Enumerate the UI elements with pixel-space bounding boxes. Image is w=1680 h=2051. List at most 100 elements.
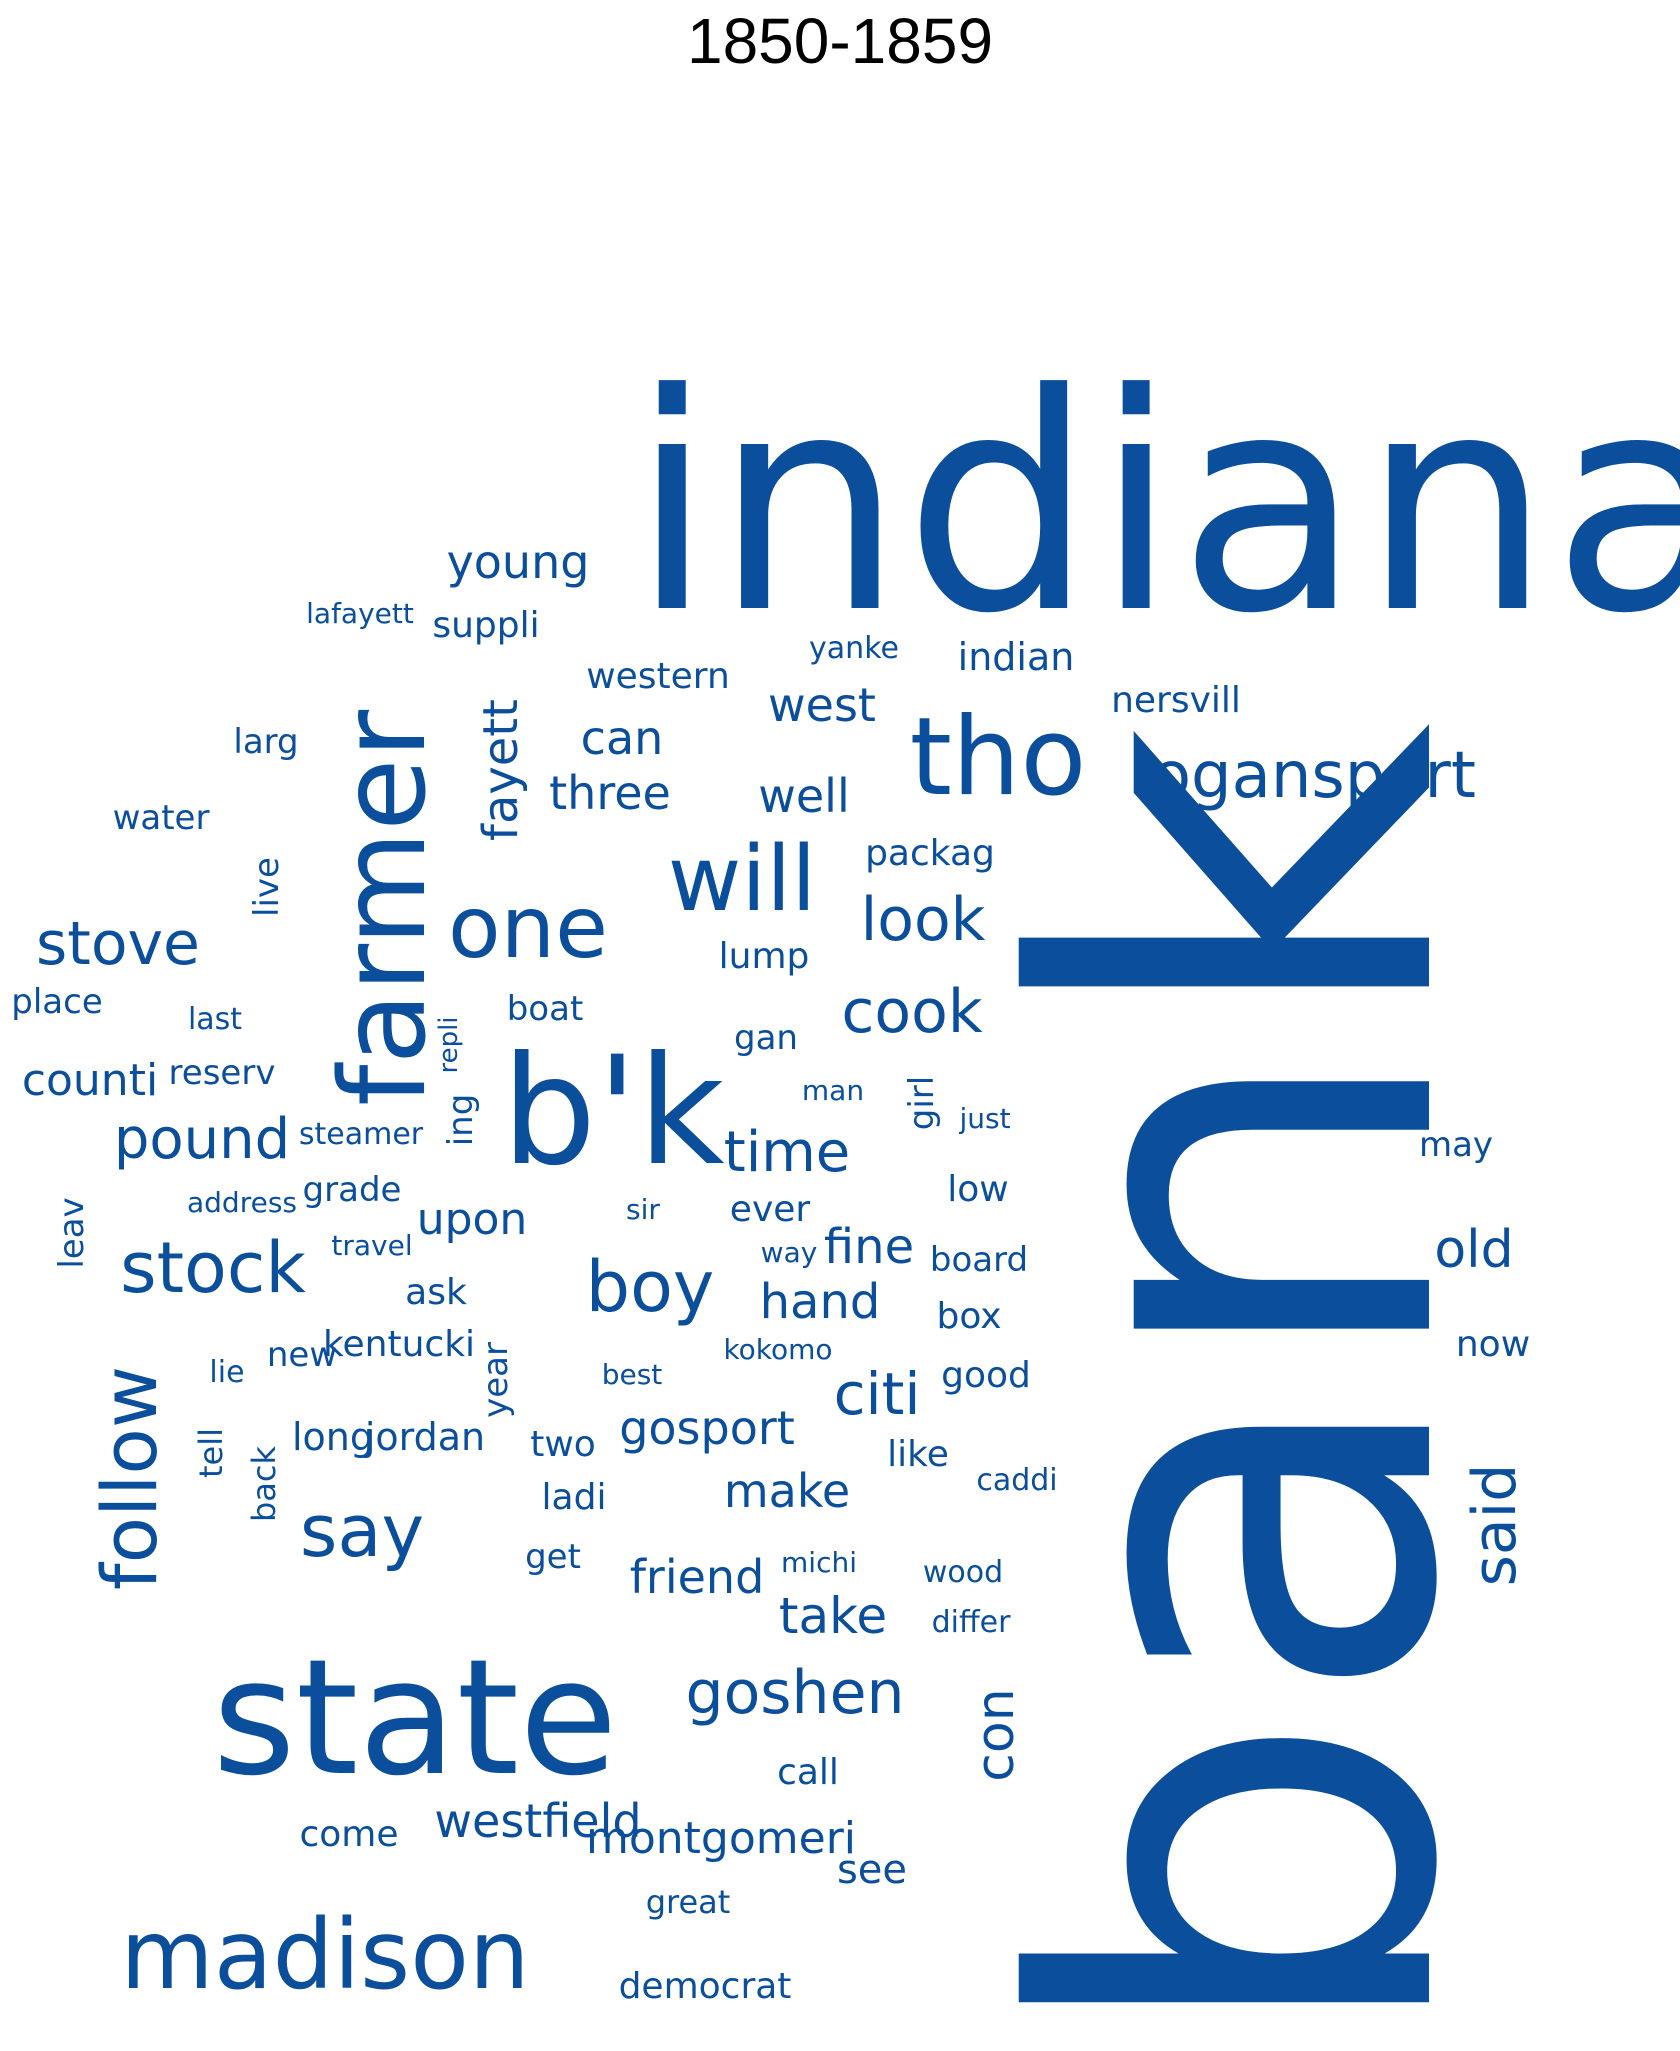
cloud-word: nersvill bbox=[1111, 680, 1241, 721]
cloud-word: board bbox=[929, 1240, 1029, 1280]
cloud-word: low bbox=[947, 1169, 1009, 1210]
cloud-word: madison bbox=[120, 1899, 530, 2011]
cloud-word: reserv bbox=[168, 1053, 276, 1093]
cloud-word: hand bbox=[759, 1274, 881, 1330]
cloud-word: leav bbox=[52, 1197, 92, 1269]
cloud-word: fayett bbox=[473, 699, 529, 841]
cloud-word: montgomeri bbox=[585, 1813, 857, 1864]
cloud-word: west bbox=[768, 678, 876, 732]
cloud-word: upon bbox=[416, 1194, 528, 1245]
cloud-word: one bbox=[447, 878, 609, 978]
cloud-word: grade bbox=[302, 1170, 402, 1210]
cloud-word: ladi bbox=[541, 1477, 607, 1518]
cloud-word: come bbox=[299, 1814, 399, 1855]
cloud-word: citi bbox=[833, 1360, 921, 1428]
cloud-word: year bbox=[476, 1342, 516, 1418]
cloud-title: 1850-1859 bbox=[686, 5, 994, 77]
cloud-word: can bbox=[580, 711, 664, 765]
cloud-word: gan bbox=[734, 1018, 798, 1058]
cloud-word: boy bbox=[585, 1246, 715, 1328]
cloud-word: girl bbox=[902, 1075, 942, 1131]
cloud-word: just bbox=[959, 1102, 1011, 1135]
cloud-word: lie bbox=[209, 1355, 245, 1390]
cloud-word: time bbox=[723, 1120, 851, 1185]
cloud-word: well bbox=[758, 769, 850, 823]
cloud-word: jordan bbox=[364, 1415, 486, 1459]
cloud-word: follow bbox=[85, 1365, 174, 1591]
cloud-word: ever bbox=[729, 1189, 811, 1230]
cloud-word: pound bbox=[113, 1107, 291, 1172]
cloud-word: back bbox=[245, 1445, 283, 1523]
cloud-word: con bbox=[966, 1688, 1026, 1782]
cloud-word: farmer bbox=[314, 709, 452, 1107]
cloud-word: get bbox=[525, 1537, 581, 1577]
cloud-word: larg bbox=[233, 722, 299, 762]
cloud-word: way bbox=[760, 1236, 818, 1269]
cloud-word: three bbox=[549, 766, 671, 820]
cloud-word: live bbox=[247, 857, 287, 917]
cloud-word: yanke bbox=[809, 631, 899, 666]
cloud-word: like bbox=[887, 1434, 949, 1475]
cloud-word: man bbox=[801, 1074, 865, 1107]
cloud-word: box bbox=[936, 1296, 1002, 1337]
cloud-word: two bbox=[530, 1424, 596, 1465]
cloud-word: indian bbox=[957, 635, 1075, 679]
cloud-word: place bbox=[11, 982, 103, 1022]
cloud-word: counti bbox=[21, 1055, 159, 1106]
cloud-word: michi bbox=[781, 1546, 857, 1579]
cloud-word: fine bbox=[823, 1219, 915, 1275]
cloud-word: new bbox=[266, 1335, 338, 1375]
cloud-word: gosport bbox=[619, 1401, 795, 1455]
cloud-word: tho bbox=[909, 695, 1087, 820]
cloud-word: tell bbox=[192, 1427, 230, 1479]
cloud-word: great bbox=[645, 1883, 731, 1921]
cloud-word: stove bbox=[36, 909, 200, 979]
cloud-word: kokomo bbox=[723, 1333, 833, 1366]
cloud-word: see bbox=[836, 1847, 908, 1893]
cloud-word: packag bbox=[865, 833, 995, 874]
cloud-word: take bbox=[778, 1587, 888, 1645]
cloud-word: best bbox=[601, 1358, 663, 1391]
cloud-word: kentucki bbox=[322, 1324, 476, 1365]
cloud-word: ask bbox=[405, 1272, 467, 1313]
cloud-word: indiana bbox=[630, 330, 1680, 679]
cloud-word: said bbox=[1460, 1463, 1530, 1587]
cloud-word: last bbox=[187, 1002, 243, 1037]
cloud-word: say bbox=[299, 1489, 425, 1573]
cloud-word: differ bbox=[931, 1605, 1011, 1640]
cloud-word: lump bbox=[718, 936, 810, 977]
cloud-word: young bbox=[446, 535, 590, 589]
cloud-word: suppli bbox=[432, 605, 540, 646]
cloud-word: good bbox=[941, 1355, 1031, 1396]
cloud-word: repli bbox=[434, 1016, 464, 1074]
cloud-word: old bbox=[1434, 1220, 1514, 1280]
cloud-word: wood bbox=[922, 1555, 1004, 1590]
cloud-word: ing bbox=[441, 1093, 481, 1147]
cloud-word: state bbox=[212, 1624, 618, 1811]
cloud-word: cook bbox=[841, 977, 983, 1047]
cloud-word: western bbox=[586, 656, 730, 697]
cloud-word: sir bbox=[626, 1193, 660, 1226]
cloud-word: travel bbox=[331, 1229, 413, 1262]
cloud-word: goshen bbox=[685, 1658, 905, 1728]
cloud-word: bank bbox=[929, 722, 1557, 2051]
cloud-word: lafayett bbox=[306, 597, 414, 630]
cloud-word: caddi bbox=[976, 1463, 1058, 1498]
cloud-word: steamer bbox=[298, 1117, 424, 1152]
cloud-word: make bbox=[723, 1464, 851, 1518]
cloud-word: now bbox=[1455, 1324, 1531, 1365]
cloud-word: westfield bbox=[434, 1794, 642, 1848]
cloud-word: water bbox=[112, 798, 210, 838]
cloud-word: b'k bbox=[501, 1025, 725, 1199]
cloud-word: boat bbox=[506, 989, 584, 1029]
cloud-word: friend bbox=[629, 1550, 765, 1604]
cloud-word: stock bbox=[120, 1227, 306, 1309]
cloud-word: address bbox=[186, 1186, 298, 1219]
cloud-word: call bbox=[777, 1752, 839, 1793]
cloud-word: may bbox=[1418, 1125, 1494, 1165]
cloud-word: logansport bbox=[1134, 739, 1476, 813]
cloud-word: democrat bbox=[618, 1966, 792, 2007]
cloud-word: will bbox=[667, 827, 817, 932]
cloud-word: look bbox=[860, 885, 986, 955]
